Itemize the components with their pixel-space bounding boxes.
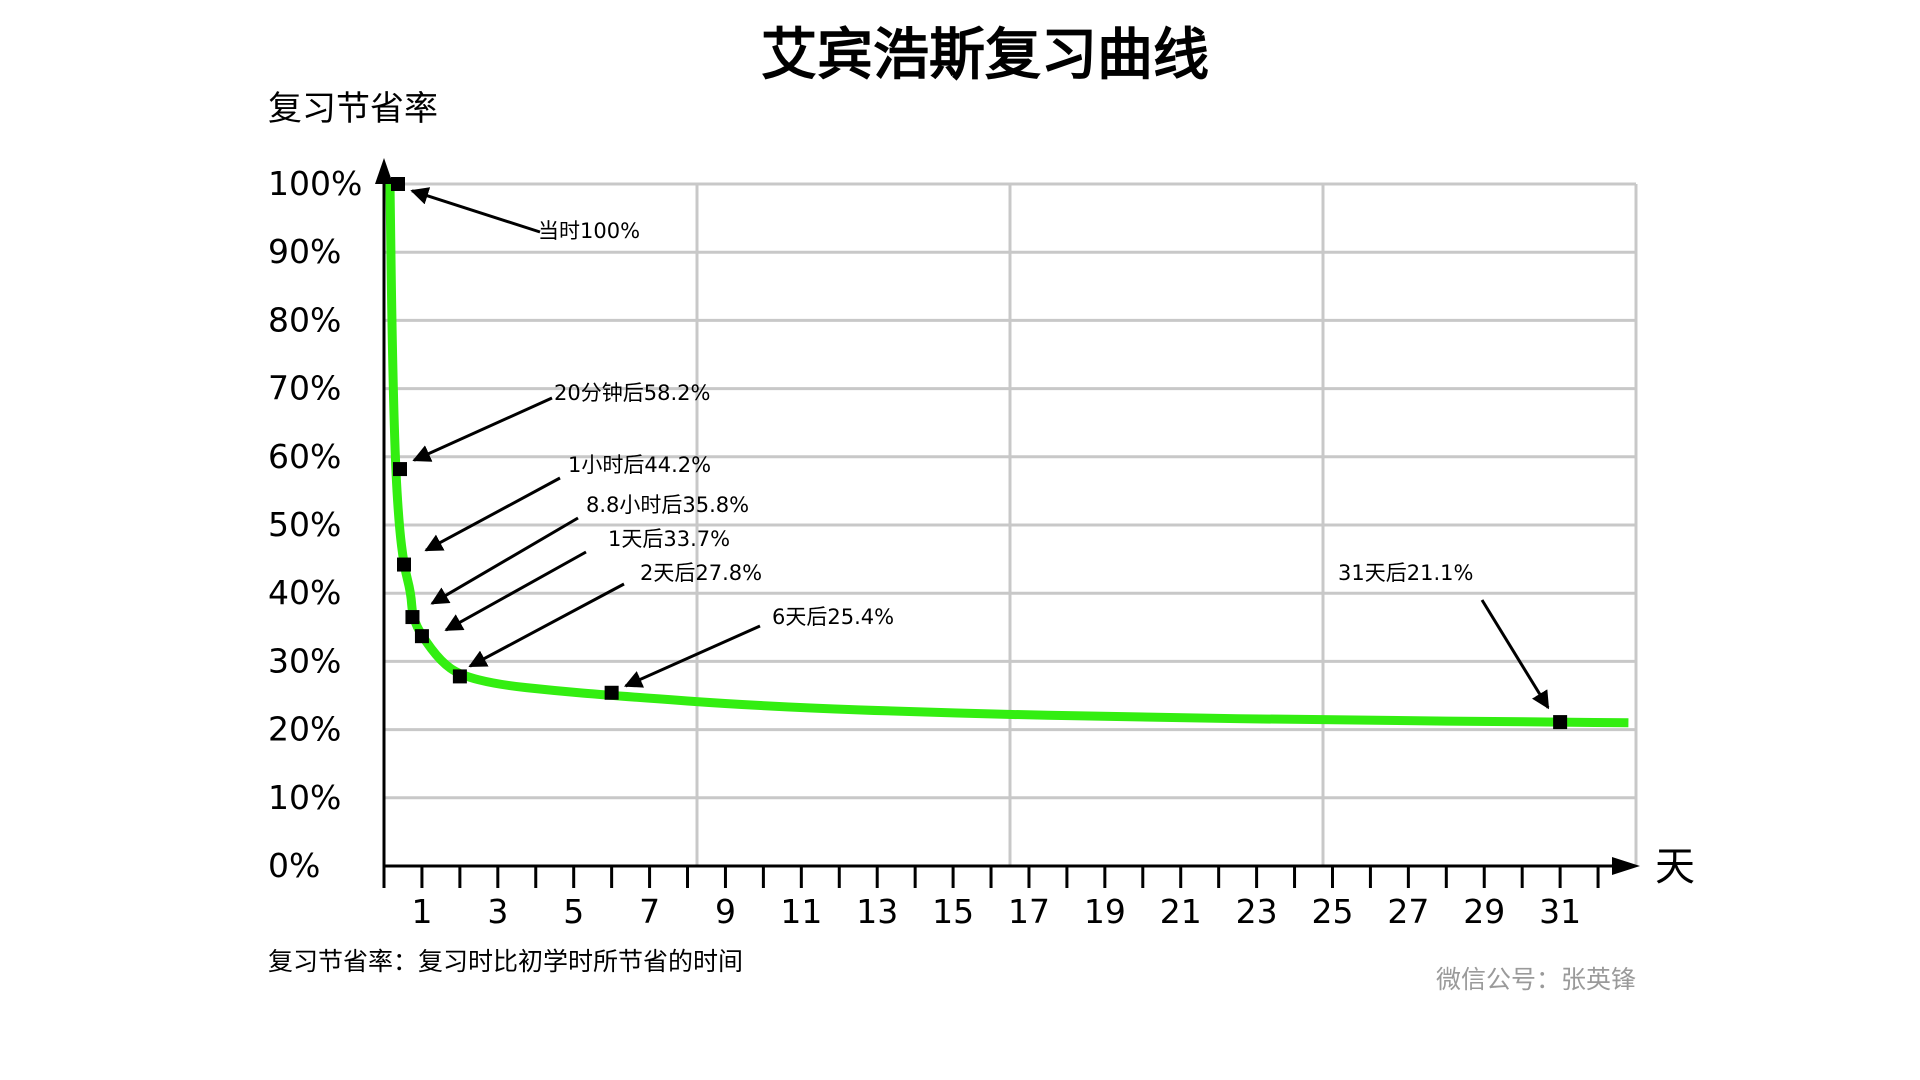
annotation-label: 1天后33.7% (608, 527, 730, 551)
x-tick-label: 29 (1463, 892, 1505, 931)
annotation-label: 20分钟后58.2% (554, 381, 710, 405)
data-point (391, 177, 405, 191)
annotation-arrow (412, 396, 553, 462)
y-tick-labels: 0% 10% 20% 30% 40% 50% 60% 70% 80% 90% 100% (268, 164, 362, 885)
annotation-label: 6天后25.4% (772, 605, 894, 629)
y-tick-label: 40% (268, 573, 341, 612)
y-tick-label: 0% (268, 846, 320, 885)
x-tick-labels: 1 3 5 7 9 11 13 15 17 19 21 23 25 27 29 31 (411, 892, 1581, 931)
chart-title: 艾宾浩斯复习曲线 (761, 23, 1209, 88)
series-line (385, 183, 1629, 728)
x-tick-label: 21 (1160, 892, 1202, 931)
data-point (397, 557, 411, 572)
y-tick-label: 100% (268, 164, 362, 203)
credit: 微信公号：张英锋 (1436, 965, 1636, 994)
x-tick-label: 25 (1311, 892, 1353, 931)
data-point (1553, 715, 1568, 730)
x-tick-label: 13 (856, 892, 898, 931)
annotation-arrow (623, 624, 761, 688)
x-tick-label: 11 (780, 892, 822, 931)
annotation-label: 8.8小时后35.8% (586, 493, 749, 517)
data-point (604, 685, 619, 700)
y-axis-label: 复习节省率 (268, 89, 438, 129)
annotation-arrow (410, 187, 541, 234)
x-tick-label: 27 (1387, 892, 1429, 931)
data-point (393, 462, 407, 477)
y-tick-label: 50% (268, 505, 341, 544)
y-tick-label: 90% (268, 232, 341, 271)
x-tick-label: 5 (563, 892, 584, 931)
grid (384, 182, 1638, 866)
x-axis-label: 天 (1655, 844, 1695, 890)
annotation-label: 2天后27.8% (640, 561, 762, 585)
footnote: 复习节省率：复习时比初学时所节省的时间 (268, 947, 743, 976)
x-tick-label: 7 (639, 892, 660, 931)
y-tick-label: 30% (268, 641, 341, 680)
y-tick-label: 10% (268, 778, 341, 817)
y-tick-label: 80% (268, 300, 341, 339)
annotations: 当时100% 20分钟后58.2% 1小时后44.2% 8.8小时后35.8% 1天后3… (410, 187, 1550, 710)
x-tick-label: 19 (1084, 892, 1126, 931)
y-tick-label: 20% (268, 710, 341, 749)
x-axis-arrow (1612, 857, 1640, 875)
data-point (452, 669, 467, 684)
y-tick-label: 70% (268, 369, 341, 408)
axes (375, 158, 1640, 888)
x-tick-label: 3 (487, 892, 508, 931)
data-point (405, 610, 420, 625)
x-tick-label: 9 (715, 892, 736, 931)
x-tick-label: 23 (1236, 892, 1278, 931)
x-tick-label: 17 (1008, 892, 1050, 931)
annotation-arrow (430, 516, 579, 605)
annotation-label: 31天后21.1% (1338, 561, 1473, 585)
annotation-arrow (444, 550, 587, 632)
x-tick-label: 15 (932, 892, 974, 931)
annotation-arrow (1480, 599, 1550, 710)
data-markers (391, 177, 1568, 730)
x-tick-label: 31 (1539, 892, 1581, 931)
annotation-label: 当时100% (538, 219, 640, 243)
annotation-label: 1小时后44.2% (568, 453, 711, 477)
x-tick-label: 1 (411, 892, 432, 931)
annotation-arrow (424, 476, 561, 552)
y-axis-arrow (375, 158, 393, 184)
y-tick-label: 60% (268, 437, 341, 476)
data-point (414, 629, 429, 644)
annotation-arrow (468, 582, 625, 668)
